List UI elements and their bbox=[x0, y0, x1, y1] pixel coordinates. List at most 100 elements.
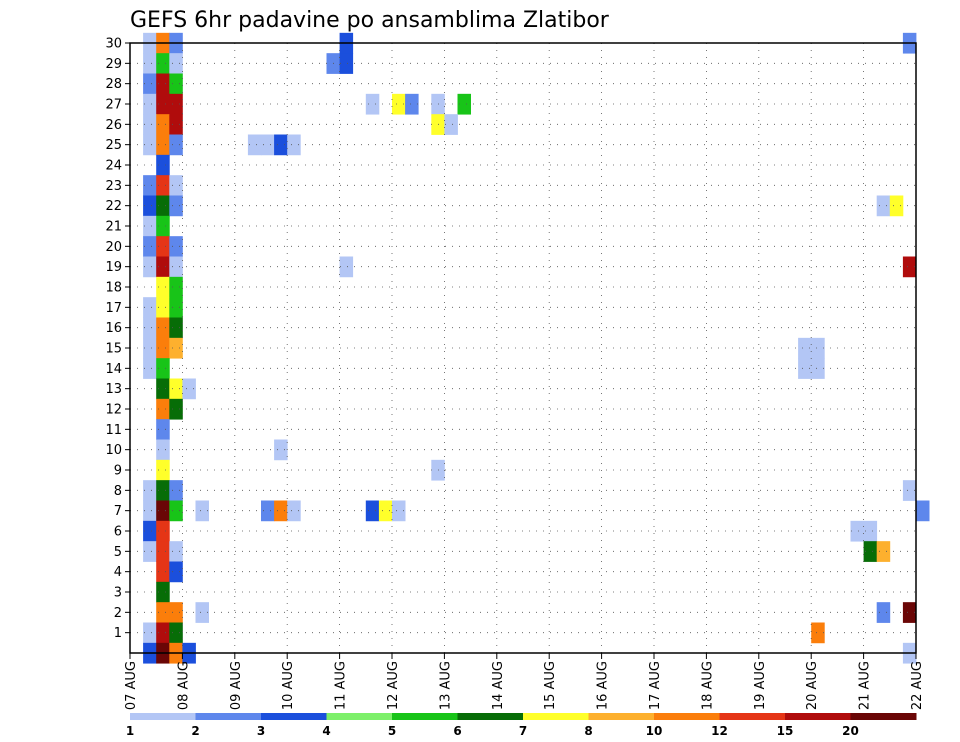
y-tick-label: 22 bbox=[105, 199, 122, 214]
y-tick-label: 13 bbox=[105, 382, 122, 397]
heatmap-cell bbox=[365, 93, 380, 115]
heatmap-cell bbox=[143, 541, 157, 562]
colorbar-swatch bbox=[523, 713, 589, 720]
x-tick-label: 19 AUG bbox=[753, 661, 768, 710]
colorbar-swatch bbox=[719, 713, 786, 720]
heatmap-cell bbox=[365, 500, 380, 522]
y-tick-label: 15 bbox=[105, 342, 122, 357]
heatmap-cell bbox=[143, 134, 157, 156]
heatmap-cell bbox=[876, 602, 891, 623]
heatmap-cell bbox=[156, 53, 170, 74]
heatmap-cell bbox=[143, 195, 157, 217]
heatmap-cell bbox=[156, 581, 170, 603]
heatmap-cell bbox=[143, 297, 157, 318]
heatmap-cell bbox=[143, 53, 157, 74]
y-tick-label: 20 bbox=[105, 240, 122, 255]
heatmap-cell bbox=[876, 195, 891, 217]
heatmap-cell bbox=[378, 500, 393, 522]
heatmap-cell bbox=[444, 114, 458, 135]
heatmap-cell bbox=[169, 93, 183, 115]
x-tick-label: 09 AUG bbox=[229, 661, 244, 710]
colorbar-swatch bbox=[130, 713, 196, 720]
y-tick-label: 12 bbox=[105, 403, 122, 418]
x-tick-label: 07 AUG bbox=[124, 661, 139, 710]
colorbar-swatch bbox=[392, 713, 458, 720]
y-tick-label: 9 bbox=[114, 464, 122, 479]
heatmap-cell bbox=[156, 622, 170, 644]
heatmap-cell bbox=[156, 215, 170, 237]
heatmap-cell bbox=[339, 256, 354, 278]
y-tick-label: 23 bbox=[105, 179, 122, 194]
heatmap-cell bbox=[143, 622, 157, 644]
heatmap-cell bbox=[143, 256, 157, 278]
colorbar-label: 1 bbox=[126, 724, 134, 738]
heatmap-cell bbox=[169, 53, 183, 74]
colorbar-swatch bbox=[785, 713, 851, 720]
y-tick-label: 2 bbox=[114, 606, 122, 621]
y-tick-label: 17 bbox=[105, 301, 122, 316]
heatmap-cell bbox=[863, 520, 878, 542]
colorbar-swatch bbox=[326, 713, 393, 720]
heatmap-cell bbox=[156, 419, 170, 440]
y-tick-label: 14 bbox=[105, 362, 122, 377]
colorbar-label: 10 bbox=[646, 724, 663, 738]
x-tick-label: 17 AUG bbox=[648, 661, 663, 710]
colorbar-label: 6 bbox=[453, 724, 461, 738]
x-tick-label: 14 AUG bbox=[491, 661, 506, 710]
heatmap-cell bbox=[811, 337, 825, 359]
heatmap-cell bbox=[889, 195, 904, 217]
x-tick-label: 10 AUG bbox=[281, 661, 296, 710]
heatmap-cell bbox=[811, 622, 825, 644]
x-tick-label: 16 AUG bbox=[596, 661, 611, 710]
y-tick-label: 3 bbox=[114, 586, 122, 601]
colorbar-swatch bbox=[261, 713, 327, 720]
heatmap-cell bbox=[143, 175, 157, 196]
heatmap-cell bbox=[457, 93, 471, 115]
heatmap-cell bbox=[169, 500, 183, 522]
colorbar-swatch bbox=[457, 713, 524, 720]
x-tick-label: 08 AUG bbox=[176, 661, 191, 710]
heatmap-cell bbox=[902, 602, 917, 623]
heatmap-cell bbox=[169, 561, 183, 583]
heatmap-cell bbox=[169, 114, 183, 135]
colorbar-label: 4 bbox=[322, 724, 330, 738]
heatmap-cell bbox=[143, 500, 157, 522]
colorbar-label: 15 bbox=[777, 724, 794, 738]
heatmap-cell bbox=[902, 480, 917, 501]
colorbar-label: 5 bbox=[388, 724, 396, 738]
heatmap-cell bbox=[169, 602, 183, 623]
heatmap-cell bbox=[156, 480, 170, 501]
heatmap-cells bbox=[143, 32, 930, 664]
colorbar-swatch bbox=[195, 713, 262, 720]
heatmap-cell bbox=[274, 134, 288, 156]
heatmap-cell bbox=[143, 114, 157, 135]
heatmap-cell bbox=[156, 73, 170, 95]
heatmap-cell bbox=[169, 256, 183, 278]
y-tick-label: 27 bbox=[105, 98, 122, 113]
y-tick-label: 4 bbox=[114, 565, 122, 580]
heatmap-cell bbox=[156, 358, 170, 379]
y-tick-label: 7 bbox=[114, 504, 122, 519]
x-tick-label: 18 AUG bbox=[700, 661, 715, 710]
heatmap-cell bbox=[863, 541, 878, 562]
colorbar-label: 2 bbox=[191, 724, 199, 738]
heatmap-cell bbox=[156, 236, 170, 257]
heatmap-cell bbox=[274, 439, 288, 461]
heatmap-cell bbox=[339, 53, 354, 74]
y-tick-label: 24 bbox=[105, 159, 122, 174]
heatmap-cell bbox=[392, 93, 406, 115]
heatmap-cell bbox=[169, 541, 183, 562]
heatmap-cell bbox=[247, 134, 262, 156]
colorbar: 1 2 3 4 5 6 7 8 10 12 15 20 bbox=[126, 713, 917, 738]
heatmap-cell bbox=[169, 276, 183, 298]
y-tick-label: 26 bbox=[105, 118, 122, 133]
heatmap-cell bbox=[182, 378, 196, 400]
x-tick-label: 22 AUG bbox=[910, 661, 925, 710]
y-tick-label: 19 bbox=[105, 260, 122, 275]
y-tick-label: 16 bbox=[105, 321, 122, 336]
heatmap-cell bbox=[169, 175, 183, 196]
heatmap-cell bbox=[169, 73, 183, 95]
y-tick-label: 8 bbox=[114, 484, 122, 499]
heatmap-cell bbox=[169, 480, 183, 501]
heatmap-cell bbox=[261, 500, 275, 522]
